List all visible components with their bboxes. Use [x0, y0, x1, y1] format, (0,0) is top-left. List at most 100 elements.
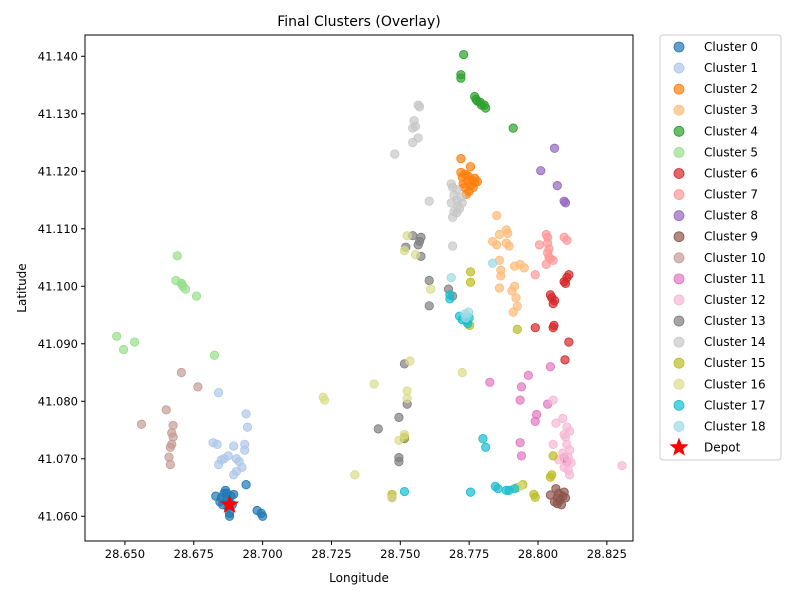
- data-point: [509, 261, 520, 271]
- data-point: [452, 208, 462, 218]
- data-point: [551, 418, 561, 428]
- data-point: [394, 457, 404, 467]
- data-point: [508, 307, 518, 317]
- data-point: [241, 480, 251, 490]
- legend-item: Cluster 0: [673, 40, 758, 54]
- legend-item: Cluster 13: [673, 314, 766, 328]
- data-point: [545, 362, 555, 372]
- data-point: [503, 228, 513, 238]
- data-point: [229, 441, 239, 451]
- data-point: [446, 273, 456, 283]
- data-point: [241, 409, 251, 419]
- data-point: [242, 422, 253, 432]
- data-point: [492, 240, 502, 250]
- data-point: [515, 438, 525, 448]
- data-point: [558, 413, 568, 424]
- data-point: [492, 210, 502, 221]
- legend-label: Depot: [704, 441, 741, 455]
- data-point: [459, 182, 470, 192]
- data-point: [387, 493, 397, 503]
- data-point: [536, 166, 546, 176]
- legend-label: Cluster 1: [704, 61, 758, 75]
- series-9: [545, 484, 571, 510]
- legend-marker: [673, 231, 685, 243]
- data-point: [478, 434, 488, 444]
- data-point: [448, 241, 458, 251]
- data-point: [548, 451, 558, 461]
- data-point: [512, 324, 522, 334]
- data-point: [410, 250, 421, 260]
- data-point: [472, 96, 483, 106]
- legend-label: Cluster 14: [704, 335, 766, 349]
- data-point: [222, 488, 232, 498]
- data-point: [549, 296, 560, 306]
- data-point: [508, 123, 518, 133]
- legend-item: Cluster 16: [673, 377, 766, 391]
- legend-item: Cluster 15: [673, 356, 766, 370]
- y-tick-label: 41.110: [38, 222, 78, 236]
- plot-background: [85, 35, 633, 541]
- data-point: [519, 263, 529, 273]
- data-point: [549, 143, 560, 153]
- legend-marker: [673, 357, 685, 369]
- data-point: [369, 379, 379, 389]
- legend-label: Cluster 7: [704, 188, 758, 202]
- data-point: [523, 370, 533, 380]
- data-point: [560, 198, 571, 208]
- data-point: [548, 255, 558, 265]
- data-point: [541, 259, 551, 270]
- x-axis: 28.650 28.675 28.700 28.725 28.750 28.775 28.8…: [105, 541, 627, 561]
- chart-title: Final Clusters (Overlay): [277, 14, 441, 30]
- data-point: [224, 511, 235, 521]
- data-point: [402, 393, 412, 403]
- legend-item: Cluster 2: [673, 82, 758, 96]
- data-point: [562, 235, 572, 245]
- plot-area: [84, 34, 634, 542]
- legend-label: Cluster 6: [704, 166, 758, 180]
- legend-label: Cluster 17: [704, 398, 766, 412]
- series-4: [456, 49, 518, 133]
- legend-marker: [673, 189, 685, 200]
- data-point: [408, 137, 418, 148]
- depot-layer: [220, 494, 240, 513]
- data-point: [465, 162, 476, 172]
- legend-marker: [673, 294, 685, 306]
- depot-marker: [220, 494, 240, 513]
- data-point: [129, 337, 140, 347]
- x-axis-label: Longitude: [329, 571, 389, 585]
- data-point: [516, 451, 527, 461]
- data-point: [459, 49, 469, 60]
- data-point: [559, 487, 569, 497]
- data-point: [413, 100, 423, 110]
- data-point: [456, 73, 466, 83]
- legend-label: Cluster 12: [704, 293, 766, 307]
- data-point: [552, 181, 562, 191]
- legend-label: Cluster 9: [704, 230, 758, 244]
- points-layer: [112, 49, 627, 521]
- legend-label: Cluster 13: [704, 314, 766, 328]
- legend-marker: [673, 315, 685, 327]
- data-point: [209, 350, 220, 360]
- legend-item: Cluster 6: [673, 166, 758, 180]
- data-point: [445, 294, 455, 304]
- legend-marker: [673, 125, 685, 137]
- data-point: [516, 382, 527, 392]
- data-point: [112, 331, 122, 341]
- legend-marker: [673, 104, 685, 116]
- legend-label: Cluster 18: [704, 419, 766, 433]
- series-5: [112, 251, 220, 360]
- y-axis: 41.060 41.070 41.080 41.090 41.100 41.110 41.1…: [38, 49, 85, 523]
- x-tick-label: 28.725: [311, 547, 351, 561]
- legend-label: Cluster 3: [704, 103, 758, 117]
- legend-marker: [673, 421, 685, 432]
- y-tick-label: 41.090: [38, 337, 78, 351]
- data-point: [556, 500, 567, 510]
- data-point: [552, 493, 562, 503]
- legend-marker: [673, 41, 685, 53]
- legend-label: Cluster 4: [704, 124, 758, 138]
- data-point: [481, 442, 491, 452]
- data-point: [193, 382, 203, 392]
- data-point: [530, 492, 540, 502]
- series-8: [536, 143, 571, 208]
